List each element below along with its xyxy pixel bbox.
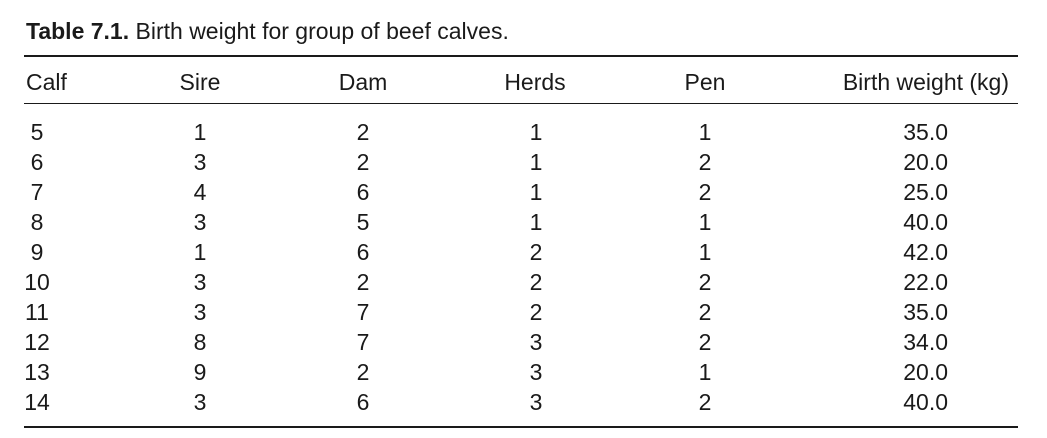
header-pen: Pen (684, 69, 726, 95)
cell-herds: 1 (529, 179, 543, 205)
cell-birth-weight: 35.0 (903, 119, 948, 145)
cell-birth-weight: 40.0 (903, 209, 948, 235)
cell-herds: 3 (529, 389, 543, 415)
table-caption: Table 7.1. Birth weight for group of bee… (26, 16, 509, 46)
cell-dam: 2 (356, 119, 370, 145)
cell-birth-weight: 25.0 (903, 179, 948, 205)
cell-pen: 1 (698, 359, 712, 385)
cell-herds: 1 (529, 149, 543, 175)
cell-sire: 3 (193, 269, 207, 295)
cell-herds: 3 (529, 329, 543, 355)
cell-pen: 2 (698, 149, 712, 175)
cell-sire: 9 (193, 359, 207, 385)
cell-herds: 1 (529, 119, 543, 145)
cell-birth-weight: 20.0 (903, 149, 948, 175)
cell-pen: 1 (698, 209, 712, 235)
cell-calf: 14 (24, 389, 50, 415)
cell-dam: 6 (356, 239, 370, 265)
cell-herds: 2 (529, 269, 543, 295)
cell-sire: 4 (193, 179, 207, 205)
cell-dam: 5 (356, 209, 370, 235)
cell-sire: 8 (193, 329, 207, 355)
header-birth-weight: Birth weight (kg) (842, 69, 1009, 95)
cell-dam: 2 (356, 359, 370, 385)
header-sire: Sire (179, 69, 221, 95)
cell-sire: 1 (193, 239, 207, 265)
cell-herds: 1 (529, 209, 543, 235)
cell-herds: 3 (529, 359, 543, 385)
cell-birth-weight: 40.0 (903, 389, 948, 415)
cell-sire: 3 (193, 149, 207, 175)
cell-birth-weight: 42.0 (903, 239, 948, 265)
cell-pen: 2 (698, 329, 712, 355)
cell-dam: 2 (356, 149, 370, 175)
header-calf: Calf (26, 69, 67, 95)
cell-calf: 7 (30, 179, 44, 205)
cell-pen: 2 (698, 389, 712, 415)
cell-calf: 6 (30, 149, 44, 175)
cell-dam: 7 (356, 299, 370, 325)
header-rule (24, 103, 1018, 104)
cell-pen: 2 (698, 269, 712, 295)
cell-birth-weight: 20.0 (903, 359, 948, 385)
header-dam: Dam (338, 69, 388, 95)
cell-calf: 9 (30, 239, 44, 265)
cell-sire: 3 (193, 209, 207, 235)
cell-dam: 6 (356, 389, 370, 415)
cell-sire: 3 (193, 389, 207, 415)
table-title: Birth weight for group of beef calves. (135, 18, 509, 44)
cell-pen: 1 (698, 119, 712, 145)
cell-calf: 5 (30, 119, 44, 145)
cell-birth-weight: 22.0 (903, 269, 948, 295)
cell-pen: 2 (698, 179, 712, 205)
cell-dam: 7 (356, 329, 370, 355)
cell-calf: 13 (24, 359, 50, 385)
cell-sire: 3 (193, 299, 207, 325)
top-rule (24, 55, 1018, 57)
cell-dam: 6 (356, 179, 370, 205)
cell-sire: 1 (193, 119, 207, 145)
cell-dam: 2 (356, 269, 370, 295)
cell-herds: 2 (529, 239, 543, 265)
table-number: Table 7.1. (26, 18, 130, 44)
header-herds: Herds (504, 69, 566, 95)
cell-pen: 1 (698, 239, 712, 265)
cell-herds: 2 (529, 299, 543, 325)
cell-birth-weight: 35.0 (903, 299, 948, 325)
bottom-rule (24, 426, 1018, 428)
cell-birth-weight: 34.0 (903, 329, 948, 355)
cell-calf: 8 (30, 209, 44, 235)
cell-calf: 11 (25, 299, 49, 325)
cell-pen: 2 (698, 299, 712, 325)
cell-calf: 12 (24, 329, 50, 355)
cell-calf: 10 (24, 269, 50, 295)
